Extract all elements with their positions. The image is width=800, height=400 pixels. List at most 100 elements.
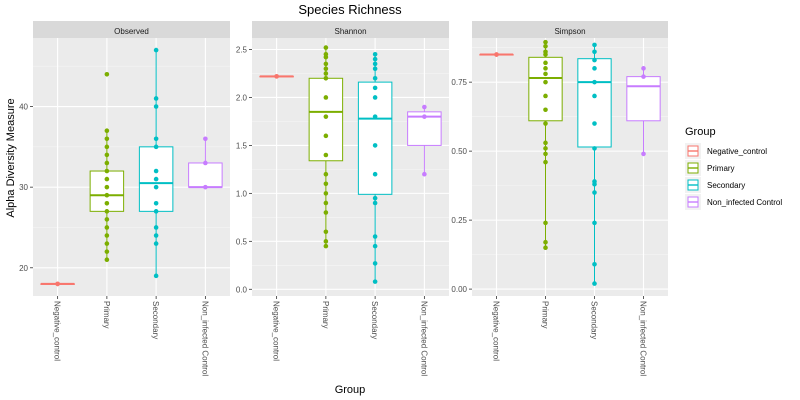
data-point-primary: [323, 200, 329, 206]
x-tick-label-secondary: Secondary: [370, 301, 379, 339]
data-point-secondary: [153, 96, 159, 101]
y-tick-label: 1.5: [236, 141, 248, 150]
data-point-secondary: [372, 243, 378, 249]
legend-item-negative-control: Negative_control: [685, 143, 767, 159]
legend-item-non-infected-control: Non_infected Control: [685, 194, 782, 210]
data-point-secondary: [372, 143, 378, 148]
iqr-box: [308, 77, 344, 162]
legend-label: Secondary: [707, 181, 745, 190]
data-point-primary: [323, 152, 329, 158]
data-point-primary: [543, 93, 548, 99]
data-point-primary: [543, 220, 548, 226]
data-point-primary: [104, 241, 110, 246]
y-tick-label: 30: [19, 183, 28, 192]
data-point-secondary: [592, 220, 597, 226]
y-tick-label: 2.5: [236, 46, 248, 55]
data-point-primary: [104, 200, 110, 206]
facet-panels: Observed 20 30 40 Negative_control Primary Sec…: [19, 21, 668, 376]
data-point-secondary: [372, 75, 378, 81]
data-point-primary: [323, 210, 329, 215]
data-point-primary: [104, 225, 110, 230]
data-point-primary: [104, 160, 110, 166]
iqr-box: [626, 76, 661, 122]
data-point-primary: [323, 171, 329, 177]
x-tick-label-secondary: Secondary: [151, 301, 160, 339]
data-point-primary: [323, 52, 329, 57]
data-point-primary: [104, 136, 110, 142]
data-point-secondary: [592, 281, 597, 286]
data-point-primary: [543, 66, 548, 71]
data-point-secondary: [153, 47, 159, 53]
y-tick-label: 0.25: [451, 216, 467, 225]
y-axis-label: Alpha Diversity Measure: [5, 98, 17, 217]
panel-background: [252, 38, 449, 296]
x-tick-label-secondary: Secondary: [590, 301, 599, 339]
data-point-non-infected-control: [203, 136, 208, 142]
x-tick-label-negative-control: Negative_control: [53, 301, 62, 361]
x-tick-label-primary: Primary: [541, 301, 550, 329]
data-point-primary: [323, 45, 329, 50]
data-point-secondary: [153, 144, 159, 150]
data-point-secondary: [372, 52, 378, 57]
data-point-secondary: [592, 190, 597, 195]
data-point-primary: [104, 233, 110, 238]
x-axis-label: Group: [335, 384, 366, 396]
iqr-box: [188, 162, 223, 188]
data-point-secondary: [592, 57, 597, 63]
data-point-secondary: [372, 279, 378, 284]
data-point-secondary: [153, 241, 159, 246]
data-point-primary: [104, 249, 110, 254]
data-point-secondary: [153, 136, 159, 142]
data-point-negative-control: [274, 74, 279, 79]
data-point-secondary: [372, 56, 378, 62]
data-point-secondary: [153, 233, 159, 238]
data-point-secondary: [372, 85, 378, 91]
panel-shannon: Shannon 0.0 0.5 1.0 1.5 2.0 2.5 Negative_contro…: [236, 21, 449, 376]
data-point-primary: [323, 66, 329, 71]
data-point-secondary: [592, 42, 597, 48]
data-point-primary: [323, 181, 329, 187]
data-point-secondary: [592, 66, 597, 71]
data-point-secondary: [372, 234, 378, 239]
data-point-secondary: [153, 104, 159, 109]
data-point-secondary: [153, 209, 159, 214]
data-point-non-infected-control: [203, 160, 208, 166]
data-point-primary: [543, 159, 548, 165]
data-point-primary: [323, 133, 329, 139]
data-point-primary: [104, 168, 110, 174]
data-point-primary: [104, 209, 110, 214]
data-point-primary: [104, 257, 110, 263]
x-tick-label-primary: Primary: [102, 301, 111, 329]
data-point-primary: [543, 39, 548, 45]
data-point-primary: [104, 217, 110, 222]
legend-item-primary: Primary: [685, 160, 735, 176]
strip-shannon: [252, 21, 449, 38]
data-point-secondary: [592, 93, 597, 99]
data-point-primary: [104, 192, 110, 198]
x-tick-label-non-infected-control: Non_infected Control: [200, 301, 209, 376]
legend-title: Group: [685, 126, 716, 138]
strip-label-shannon: Shannon: [334, 27, 366, 36]
data-point-negative-control: [494, 52, 499, 57]
data-point-secondary: [372, 195, 378, 201]
data-point-non-infected-control: [203, 184, 208, 190]
data-point-secondary: [153, 168, 159, 174]
x-tick-label-primary: Primary: [321, 301, 330, 329]
x-tick-label-non-infected-control: Non_infected Control: [639, 301, 648, 376]
legend-label: Non_infected Control: [707, 198, 782, 207]
y-tick-label: 20: [19, 264, 28, 273]
data-point-secondary: [372, 114, 378, 119]
data-point-secondary: [372, 66, 378, 71]
x-tick-label-non-infected-control: Non_infected Control: [419, 301, 428, 376]
data-point-secondary: [372, 261, 378, 266]
y-tick-label: 0.75: [451, 78, 467, 87]
data-point-non-infected-control: [422, 104, 427, 110]
strip-observed: [33, 21, 230, 38]
data-point-secondary: [592, 261, 597, 267]
data-point-non-infected-control: [422, 114, 427, 119]
x-tick-label-negative-control: Negative_control: [272, 301, 281, 361]
strip-label-simpson: Simpson: [554, 27, 585, 36]
data-point-primary: [543, 71, 548, 77]
data-point-primary: [104, 152, 110, 158]
